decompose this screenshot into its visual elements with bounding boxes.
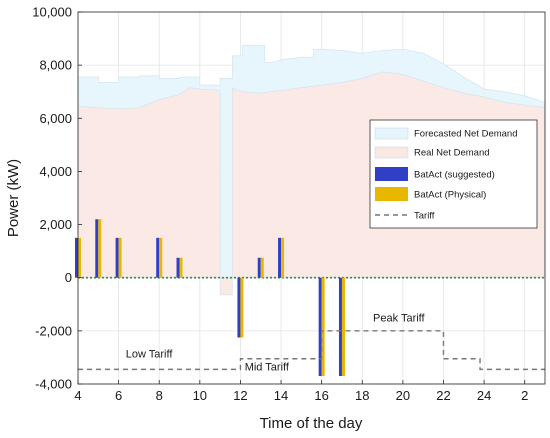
bar-physical-4 — [78, 237, 81, 278]
annotation-peak-tariff: Peak Tariff — [373, 313, 426, 325]
legend-swatch-forecasted-net-demand — [374, 127, 409, 140]
annotation-low-tariff: Low Tariff — [126, 348, 174, 360]
x-tick-label-16: 16 — [314, 388, 328, 403]
legend-label-forecasted-net-demand: Forecasted Net Demand — [414, 129, 518, 140]
legend-label-tariff: Tariff — [414, 211, 435, 222]
bar-suggested-14 — [278, 237, 282, 278]
legend-label-batact-physical-: BatAct (Physical) — [414, 190, 486, 201]
bar-physical-8 — [159, 237, 163, 278]
legend-label-real-net-demand: Real Net Demand — [414, 148, 490, 159]
x-tick-label-20: 20 — [396, 388, 410, 403]
y-axis-ticks: -4,000 -2,000 0 2,000 4,000 6,000 8,000 10,000 — [32, 5, 82, 392]
bar-suggested-8 — [156, 237, 160, 278]
bar-suggested-12 — [237, 277, 241, 338]
y-tick-label-1: -2,000 — [35, 323, 72, 338]
x-tick-label-22: 22 — [436, 388, 450, 403]
x-tick-label-24: 24 — [477, 388, 491, 403]
y-tick-label-2: 0 — [65, 270, 72, 285]
legend: Forecasted Net Demand Real Net Demand BatA… — [369, 119, 538, 229]
x-axis-ticks: 4 6 8 10 12 14 16 18 20 22 24 2 — [74, 380, 528, 403]
y-tick-label-5: 6,000 — [39, 111, 72, 126]
x-tick-label-4: 4 — [74, 388, 81, 403]
y-tick-label-4: 4,000 — [39, 164, 72, 179]
y-tick-label-6: 8,000 — [39, 58, 72, 73]
legend-swatch-real-net-demand — [374, 146, 409, 159]
tariff-line — [78, 330, 545, 371]
bar-suggested-9 — [176, 257, 180, 278]
x-tick-label-8: 8 — [156, 388, 163, 403]
bar-physical-13 — [260, 257, 264, 278]
annotation-layer: Low Tariff Mid Tariff Peak Tariff — [126, 313, 426, 374]
x-tick-label-14: 14 — [274, 388, 288, 403]
y-tick-label-3: 2,000 — [39, 217, 72, 232]
y-tick-label-0: -4,000 — [35, 377, 72, 392]
x-tick-label-2: 2 — [521, 388, 528, 403]
x-tick-label-12: 12 — [233, 388, 247, 403]
legend-swatch-batact-physical- — [375, 187, 408, 201]
bar-suggested-4 — [75, 237, 78, 278]
bar-physical-14 — [281, 237, 285, 278]
bar-suggested-5 — [95, 219, 99, 278]
bar-suggested-17 — [338, 277, 342, 377]
y-tick-label-7: 10,000 — [32, 5, 72, 20]
bar-physical-12 — [240, 277, 244, 338]
legend-swatch-batact-suggested- — [375, 167, 408, 181]
x-axis-title: Time of the day — [260, 415, 363, 432]
legend-label-batact-suggested-: BatAct (suggested) — [414, 170, 495, 181]
bar-physical-17 — [341, 277, 345, 377]
bar-physical-9 — [179, 257, 183, 278]
bar-physical-5 — [98, 219, 102, 278]
bar-physical-16 — [321, 277, 325, 377]
bar-suggested-16 — [318, 277, 322, 377]
x-tick-label-18: 18 — [355, 388, 369, 403]
x-tick-label-6: 6 — [115, 388, 122, 403]
annotation-mid-tariff: Mid Tariff — [245, 362, 290, 374]
x-tick-label-10: 10 — [193, 388, 207, 403]
bar-suggested-6 — [115, 237, 119, 278]
bar-physical-6 — [118, 237, 122, 278]
bar-suggested-13 — [257, 257, 261, 278]
plot-frame — [77, 11, 546, 385]
tariff-layer — [78, 330, 545, 371]
bar-layer — [75, 219, 345, 377]
y-axis-title: Power (kW) — [5, 159, 22, 237]
